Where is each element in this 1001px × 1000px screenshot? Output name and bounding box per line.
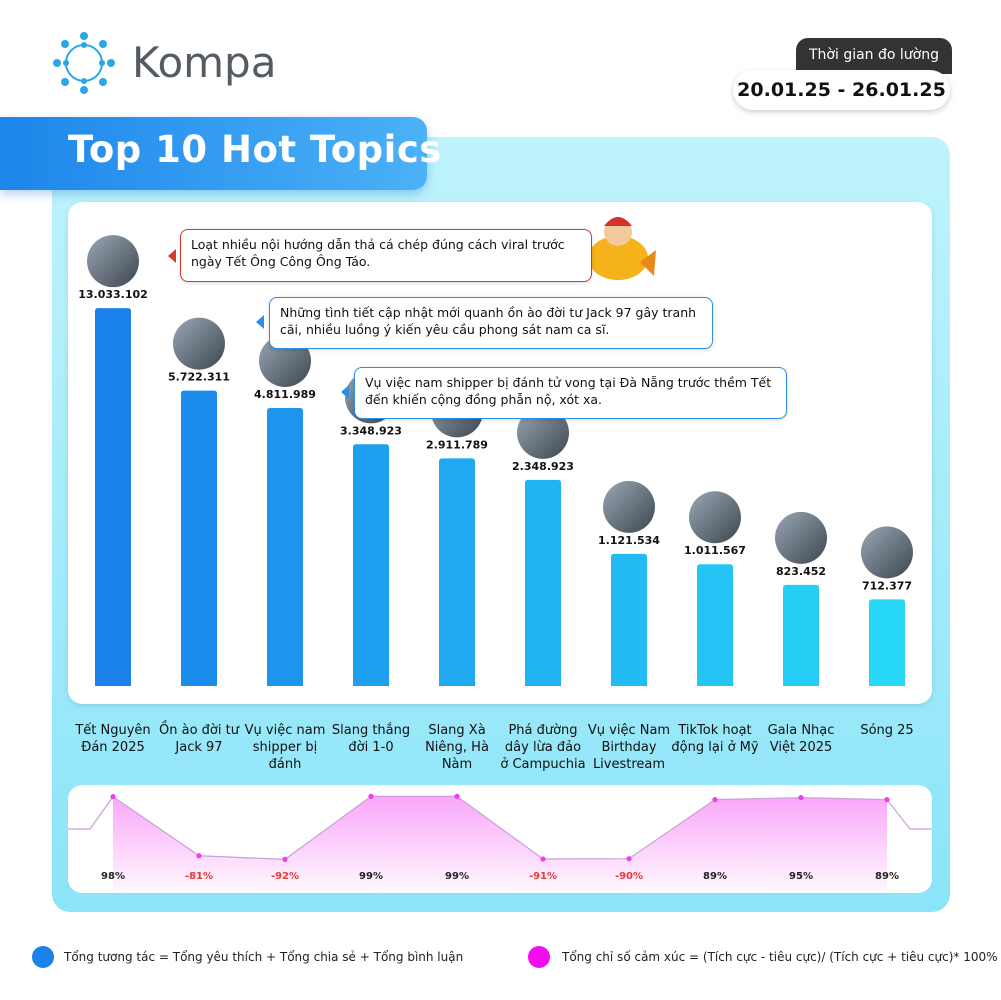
sentiment-point [282, 856, 288, 862]
period: 20.01.25 - 26.01.25 [733, 70, 950, 110]
sentiment-point [110, 794, 116, 800]
avatar-image [861, 526, 913, 579]
sentiment-label: 89% [875, 871, 899, 882]
mascot [588, 217, 656, 280]
avatar-image [603, 480, 655, 533]
sentiment-point [884, 797, 890, 803]
value-label: 2.911.789 [426, 438, 488, 451]
legend-label: Tổng tương tác = Tổng yêu thích + Tổng c… [64, 950, 464, 964]
avatar-image [87, 235, 139, 288]
sentiment-label: 99% [445, 871, 469, 882]
bar [783, 584, 819, 686]
brand: Kompa [132, 38, 277, 87]
topic-avatar [687, 489, 743, 546]
value-label: 3.348.923 [340, 424, 402, 437]
sentiment-label: -81% [185, 871, 213, 882]
category-label: Ồn ào đời tư Jack 97 [159, 723, 239, 755]
value-label: 13.033.102 [78, 288, 148, 301]
topic-avatar [859, 524, 915, 581]
avatar-image [689, 491, 741, 544]
sentiment-point [712, 797, 718, 803]
topic-avatar [773, 509, 829, 566]
avatar-image [517, 406, 569, 459]
avatar-image [775, 511, 827, 564]
bar [95, 308, 131, 686]
sentiment-label: 95% [789, 871, 813, 882]
bar [697, 564, 733, 686]
bar [353, 444, 389, 686]
sentiment-line [112, 795, 888, 860]
sentiment-point [798, 795, 804, 801]
bar [525, 479, 561, 686]
category-label: Slang Xà Niêng, Hà Nàm [425, 723, 489, 772]
category-label: Slang thắng đời 1-0 [331, 723, 411, 755]
legend-marker [32, 946, 54, 968]
sentiment-area [113, 796, 887, 893]
category-label: Vụ việc nam shipper bị đánh [244, 723, 326, 772]
value-label: 1.121.534 [598, 534, 660, 547]
legend-label: Tổng chỉ số cảm xúc = (Tích cực - tiêu c… [562, 950, 998, 964]
sentiment-point [540, 856, 546, 862]
category-label: TikTok hoạt động lại ở Mỹ [671, 723, 759, 755]
bar [267, 407, 303, 686]
category-label: Sóng 25 [860, 723, 914, 738]
value-label: 1.011.567 [684, 544, 746, 557]
bar [439, 458, 475, 686]
value-label: 712.377 [862, 579, 912, 592]
annotation-pointer [168, 249, 176, 263]
bar [181, 390, 217, 686]
category-label: Gala Nhạc Việt 2025 [767, 723, 835, 755]
legend-marker [528, 946, 550, 968]
logo-mark [53, 32, 115, 94]
annotation-pointer [256, 315, 264, 329]
annotation: Loạt nhiều nội hướng dẫn thả cá chép đún… [180, 229, 592, 282]
topic-avatar [601, 478, 657, 535]
sentiment-label: 89% [703, 871, 727, 882]
sentiment-label: 99% [359, 871, 383, 882]
annotation-pointer [341, 385, 349, 399]
value-label: 823.452 [776, 565, 826, 578]
annotation: Những tình tiết cập nhật mới quanh ồn ào… [269, 297, 713, 349]
sentiment-label: -90% [615, 871, 643, 882]
category-label: Phá đường dây lừa đảo ở Campuchia [500, 723, 586, 772]
sentiment-point [368, 793, 374, 799]
value-label: 5.722.311 [168, 371, 230, 384]
period-label: Thời gian đo lường [796, 38, 952, 74]
sentiment-point [454, 793, 460, 799]
avatar-image [173, 317, 225, 370]
chart-title: Top 10 Hot Topics [68, 128, 442, 171]
sentiment-edge [68, 796, 932, 830]
sentiment-label: 98% [101, 871, 125, 882]
annotation: Vụ việc nam shipper bị đánh tử vong tại … [354, 367, 787, 419]
sentiment-point [196, 853, 202, 859]
topic-avatar [171, 315, 227, 372]
sentiment-label: -92% [271, 871, 299, 882]
title-tab [0, 117, 427, 190]
value-label: 4.811.989 [254, 388, 316, 401]
category-label: Vụ việc Nam Birthday Livestream [587, 723, 671, 772]
value-label: 2.348.923 [512, 460, 574, 473]
sentiment-point [626, 856, 632, 862]
category-label: Tết Nguyên Đán 2025 [75, 723, 151, 755]
topic-avatar [85, 233, 141, 290]
sentiment-label: -91% [529, 871, 557, 882]
bar [611, 553, 647, 686]
bar [869, 599, 905, 686]
